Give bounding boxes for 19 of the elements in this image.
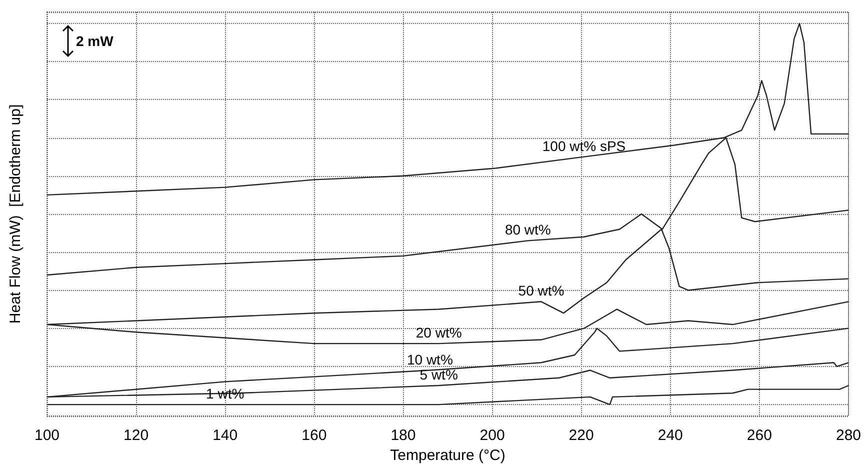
x-tick-label: 160 (302, 427, 327, 444)
x-tick-label: 100 (34, 427, 60, 444)
x-tick-label: 280 (836, 427, 861, 444)
x-axis-title: Temperature (°C) (390, 446, 506, 464)
x-tick-label: 260 (746, 427, 772, 444)
y-axis-title: Heat Flow (mW) [Endotherm up] (7, 104, 24, 324)
annotation: 2 mW (76, 33, 114, 49)
x-tick-label: 180 (390, 427, 416, 444)
x-tick-label: 220 (568, 427, 594, 444)
series-label: 20 wt% (416, 324, 462, 341)
x-tick-label: 140 (212, 427, 238, 444)
series-label: 100 wt% sPS (542, 138, 626, 154)
x-tick-label: 200 (480, 427, 505, 444)
series-label: 5 wt% (420, 366, 458, 383)
series-label: 10 wt% (406, 351, 453, 368)
series-label: 80 wt% (504, 222, 551, 238)
x-tick-label: 240 (658, 427, 683, 444)
series-label: 50 wt% (518, 282, 564, 299)
x-tick-label: 120 (124, 427, 149, 444)
